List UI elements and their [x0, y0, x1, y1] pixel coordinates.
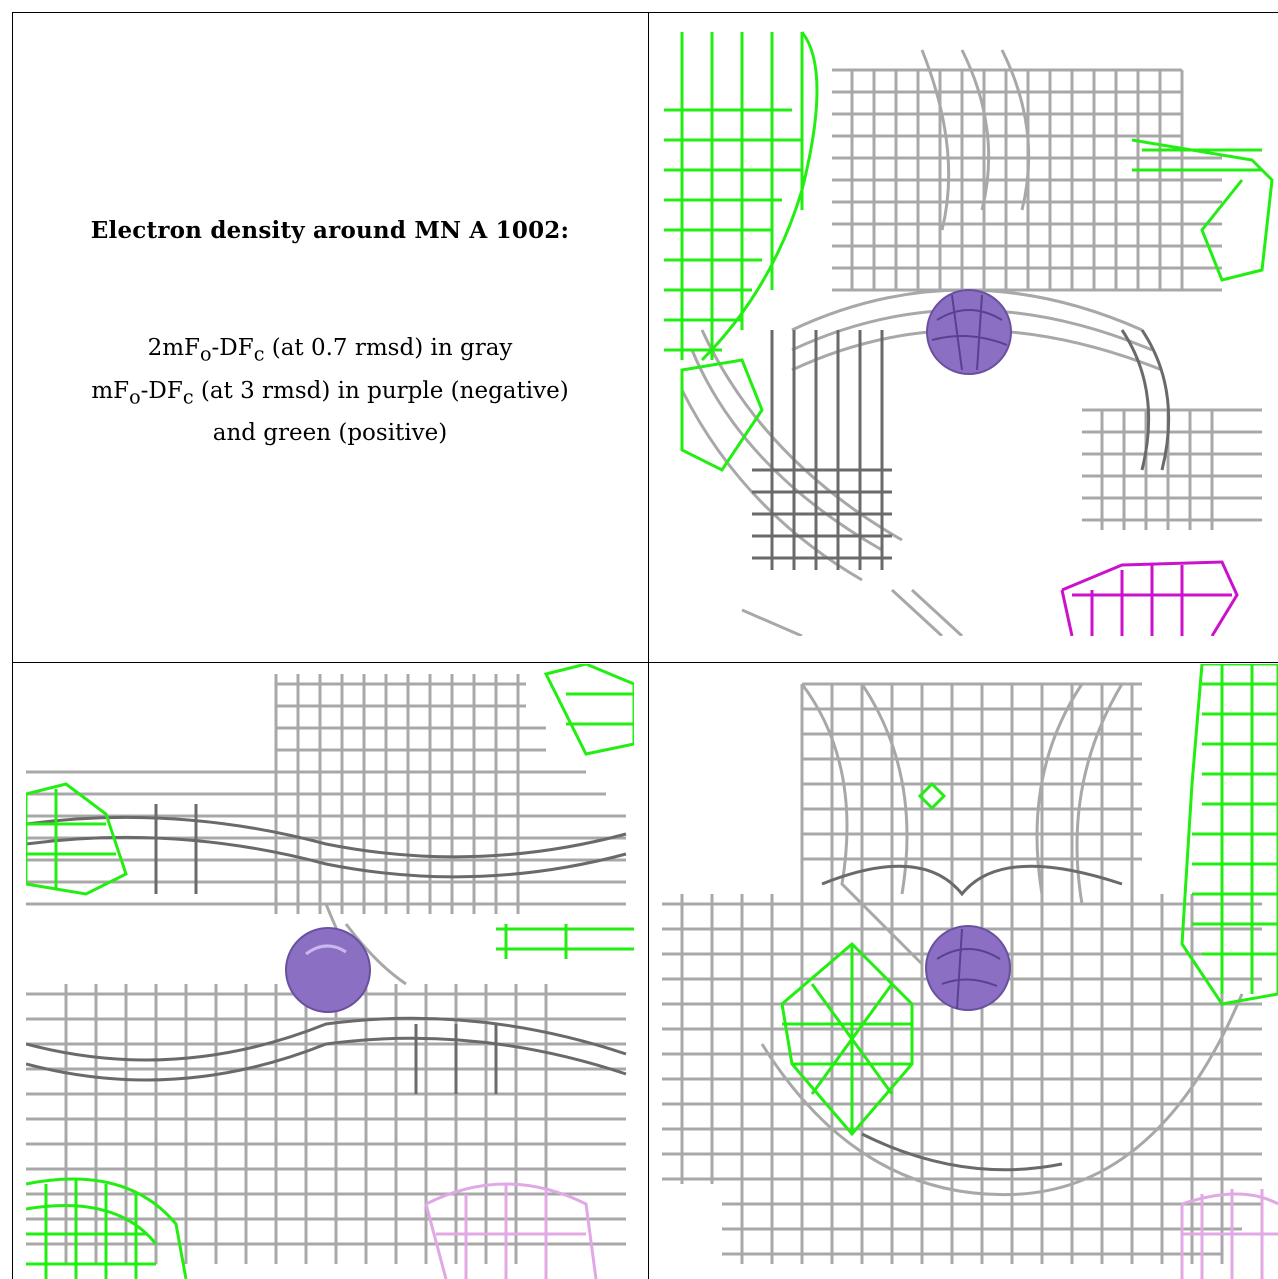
green-mesh-positive [26, 664, 634, 1279]
dark-mesh [821, 864, 1123, 1172]
atom-mesh-overlay [931, 294, 1008, 371]
density-view-1 [662, 30, 1278, 636]
pink-mesh-faded [1180, 1189, 1278, 1279]
table-border-left [12, 12, 13, 1279]
density-view-1-canvas [664, 31, 1274, 636]
mn-atom-sphere [926, 289, 1012, 375]
dark-mesh [752, 329, 1171, 570]
atom-highlight [305, 944, 347, 956]
table-divider-horizontal [12, 662, 1278, 663]
density-view-3 [662, 664, 1278, 1279]
density-view-3-canvas [662, 664, 1278, 1279]
table-divider-vertical [648, 12, 649, 1279]
density-view-2 [26, 664, 634, 1279]
atom-mesh-overlay [936, 928, 1001, 1010]
green-mesh-positive [664, 31, 1274, 472]
caption-title: Electron density around MN A 1002: [90, 217, 570, 244]
caption-line-2fofc: 2mFo-DFc (at 0.7 rmsd) in gray [147, 335, 513, 366]
magenta-mesh-negative [1060, 560, 1239, 636]
caption-body: 2mFo-DFc (at 0.7 rmsd) in gray mFo-DFc (… [12, 330, 648, 451]
table-border-top [12, 12, 1278, 13]
mn-atom-sphere [285, 927, 371, 1013]
figure-caption: Electron density around MN A 1002: 2mFo-… [12, 12, 648, 662]
mn-atom-sphere [925, 925, 1011, 1011]
green-mesh-positive [780, 664, 1278, 1137]
caption-line-colors: and green (positive) [212, 420, 448, 447]
density-view-2-canvas [26, 664, 634, 1279]
pink-mesh-faded [424, 1182, 598, 1279]
caption-line-fofc: mFo-DFc (at 3 rmsd) in purple (negative) [91, 377, 569, 409]
gray-mesh-2fofc [680, 49, 1262, 636]
dark-mesh [26, 804, 627, 1094]
